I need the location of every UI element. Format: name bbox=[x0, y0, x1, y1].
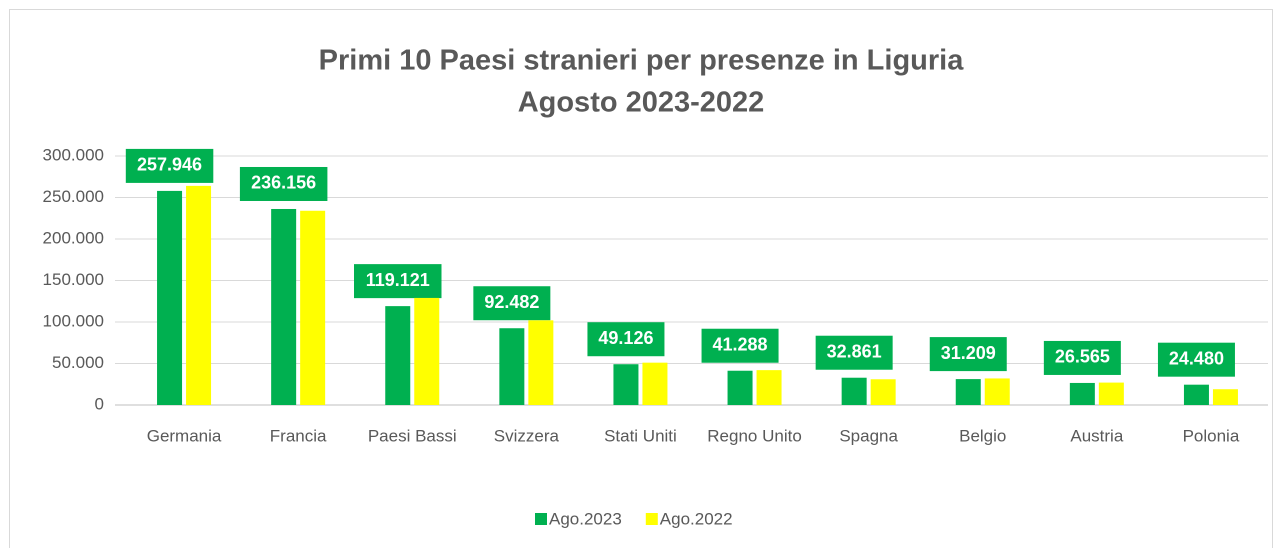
legend-swatch bbox=[645, 513, 658, 525]
data-label: 92.482 bbox=[484, 292, 539, 312]
x-tick-label: Regno Unito bbox=[707, 426, 802, 445]
bar bbox=[385, 306, 411, 405]
legend-swatch bbox=[535, 513, 547, 525]
bar bbox=[613, 364, 639, 405]
bar bbox=[727, 370, 753, 405]
legend-label: Ago.2023 bbox=[549, 509, 622, 528]
data-label-box bbox=[239, 166, 328, 201]
x-tick-label: Paesi Bassi bbox=[368, 426, 457, 445]
y-tick-label: 150.000 bbox=[43, 270, 104, 289]
data-label: 24.480 bbox=[1169, 348, 1224, 368]
chart-title: Primi 10 Paesi stranieri per presenze in… bbox=[319, 45, 965, 77]
bar bbox=[870, 379, 896, 405]
y-tick-label: 200.000 bbox=[43, 228, 104, 247]
data-label-box bbox=[815, 335, 893, 370]
x-tick-label: Svizzera bbox=[494, 426, 560, 445]
chart-subtitle: Agosto 2023-2022 bbox=[518, 87, 765, 119]
chart-border bbox=[9, 9, 1273, 548]
data-label: 49.126 bbox=[598, 328, 653, 348]
bar bbox=[1183, 384, 1209, 405]
x-tick-label: Francia bbox=[270, 426, 327, 445]
bar bbox=[499, 328, 525, 405]
data-label-box bbox=[587, 322, 665, 357]
y-tick-label: 50.000 bbox=[52, 353, 104, 372]
bar bbox=[528, 320, 554, 405]
data-label: 32.861 bbox=[827, 341, 882, 361]
x-tick-label: Polonia bbox=[1183, 426, 1240, 445]
data-label-box bbox=[1157, 342, 1235, 377]
bar bbox=[984, 378, 1010, 405]
bar bbox=[186, 185, 212, 405]
x-tick-label: Spagna bbox=[839, 426, 898, 445]
data-label: 257.946 bbox=[137, 155, 202, 175]
x-tick-label: Germania bbox=[147, 426, 222, 445]
y-tick-label: 100.000 bbox=[43, 311, 104, 330]
bar bbox=[642, 362, 668, 405]
bar bbox=[271, 208, 297, 405]
bar bbox=[300, 210, 326, 405]
y-tick-label: 300.000 bbox=[43, 145, 104, 164]
x-tick-label: Stati Uniti bbox=[604, 426, 677, 445]
data-label-box bbox=[125, 148, 214, 183]
y-tick-label: 0 bbox=[95, 394, 104, 413]
legend-label: Ago.2022 bbox=[660, 509, 733, 528]
bar bbox=[756, 370, 782, 405]
y-tick-label: 250.000 bbox=[43, 187, 104, 206]
x-tick-label: Belgio bbox=[959, 426, 1006, 445]
x-tick-label: Austria bbox=[1070, 426, 1123, 445]
data-label-box bbox=[1043, 340, 1121, 375]
bar bbox=[955, 379, 981, 405]
bar bbox=[157, 190, 183, 405]
data-label-box bbox=[473, 286, 551, 321]
bar bbox=[1098, 382, 1124, 405]
data-label: 31.209 bbox=[941, 343, 996, 363]
data-label-box bbox=[354, 264, 442, 299]
data-label: 26.565 bbox=[1055, 347, 1110, 367]
bar bbox=[414, 297, 440, 405]
data-label: 119.121 bbox=[366, 270, 430, 290]
bar bbox=[841, 377, 867, 405]
data-label-box bbox=[701, 328, 779, 363]
data-label: 41.288 bbox=[713, 334, 768, 354]
bar bbox=[1212, 389, 1238, 405]
data-label-box bbox=[929, 337, 1007, 372]
bar bbox=[1069, 382, 1095, 405]
data-label: 236.156 bbox=[251, 173, 316, 193]
